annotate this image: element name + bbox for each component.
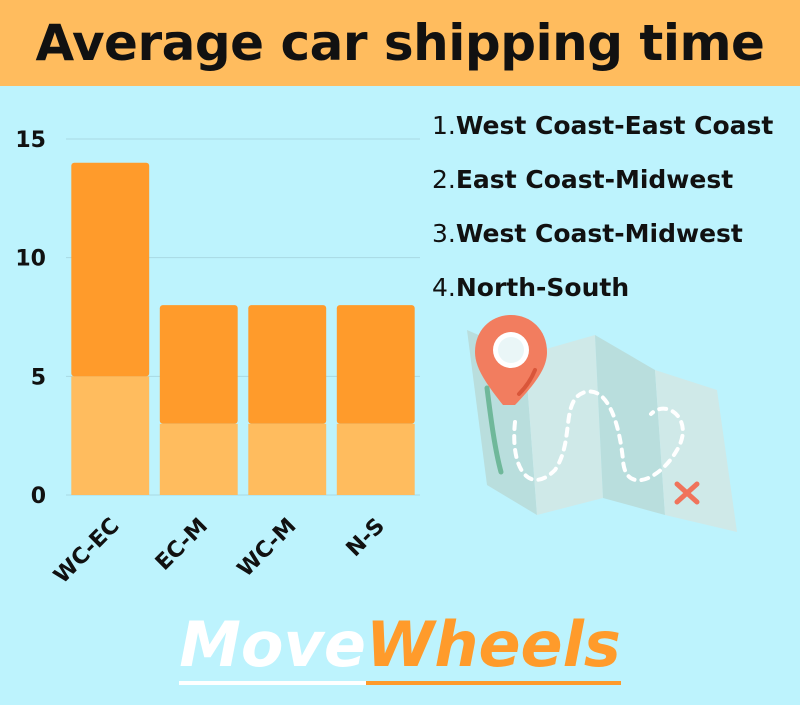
x-tick-label: EC-M (151, 514, 213, 576)
bar-segment (159, 305, 238, 424)
legend-label: North-South (455, 273, 630, 302)
bar-segment (248, 423, 327, 495)
y-tick-label: 15 (15, 128, 46, 153)
x-tick-label: WC-EC (49, 514, 124, 589)
brand-part-wheels: Wheels (365, 608, 621, 685)
bar-segment (336, 423, 415, 495)
bar-segment (159, 423, 238, 495)
legend-number: 1. (432, 111, 456, 140)
y-tick-label: 5 (31, 365, 46, 390)
legend-label: East Coast-Midwest (455, 165, 734, 194)
legend-item: 4.North-South (432, 270, 792, 324)
header-banner: Average car shipping time (0, 0, 800, 86)
legend: 1.West Coast-East Coast 2.East Coast-Mid… (432, 108, 792, 324)
page-title: Average car shipping time (35, 14, 765, 72)
bar-chart: 0 5 10 15 WC-EC EC-M WC-M N-S (15, 128, 420, 589)
y-tick-label: 10 (15, 247, 46, 272)
legend-item: 2.East Coast-Midwest (432, 162, 792, 216)
legend-label: West Coast-East Coast (455, 111, 774, 140)
legend-number: 4. (432, 273, 456, 302)
y-tick-label: 0 (31, 484, 46, 509)
legend-item: 1.West Coast-East Coast (432, 108, 792, 162)
map-with-pin-icon (467, 315, 737, 532)
brand-part-move: Move (179, 608, 366, 685)
legend-number: 3. (432, 219, 456, 248)
legend-item: 3.West Coast-Midwest (432, 216, 792, 270)
bar-segment (71, 376, 150, 495)
x-tick-label: WC-M (233, 514, 302, 583)
brand-logo: MoveWheels (0, 608, 800, 685)
bar-segment (336, 305, 415, 424)
bar-segment (248, 305, 327, 424)
bar-segment (71, 162, 150, 377)
legend-label: West Coast-Midwest (455, 219, 743, 248)
x-tick-label: N-S (342, 514, 390, 562)
legend-number: 2. (432, 165, 456, 194)
